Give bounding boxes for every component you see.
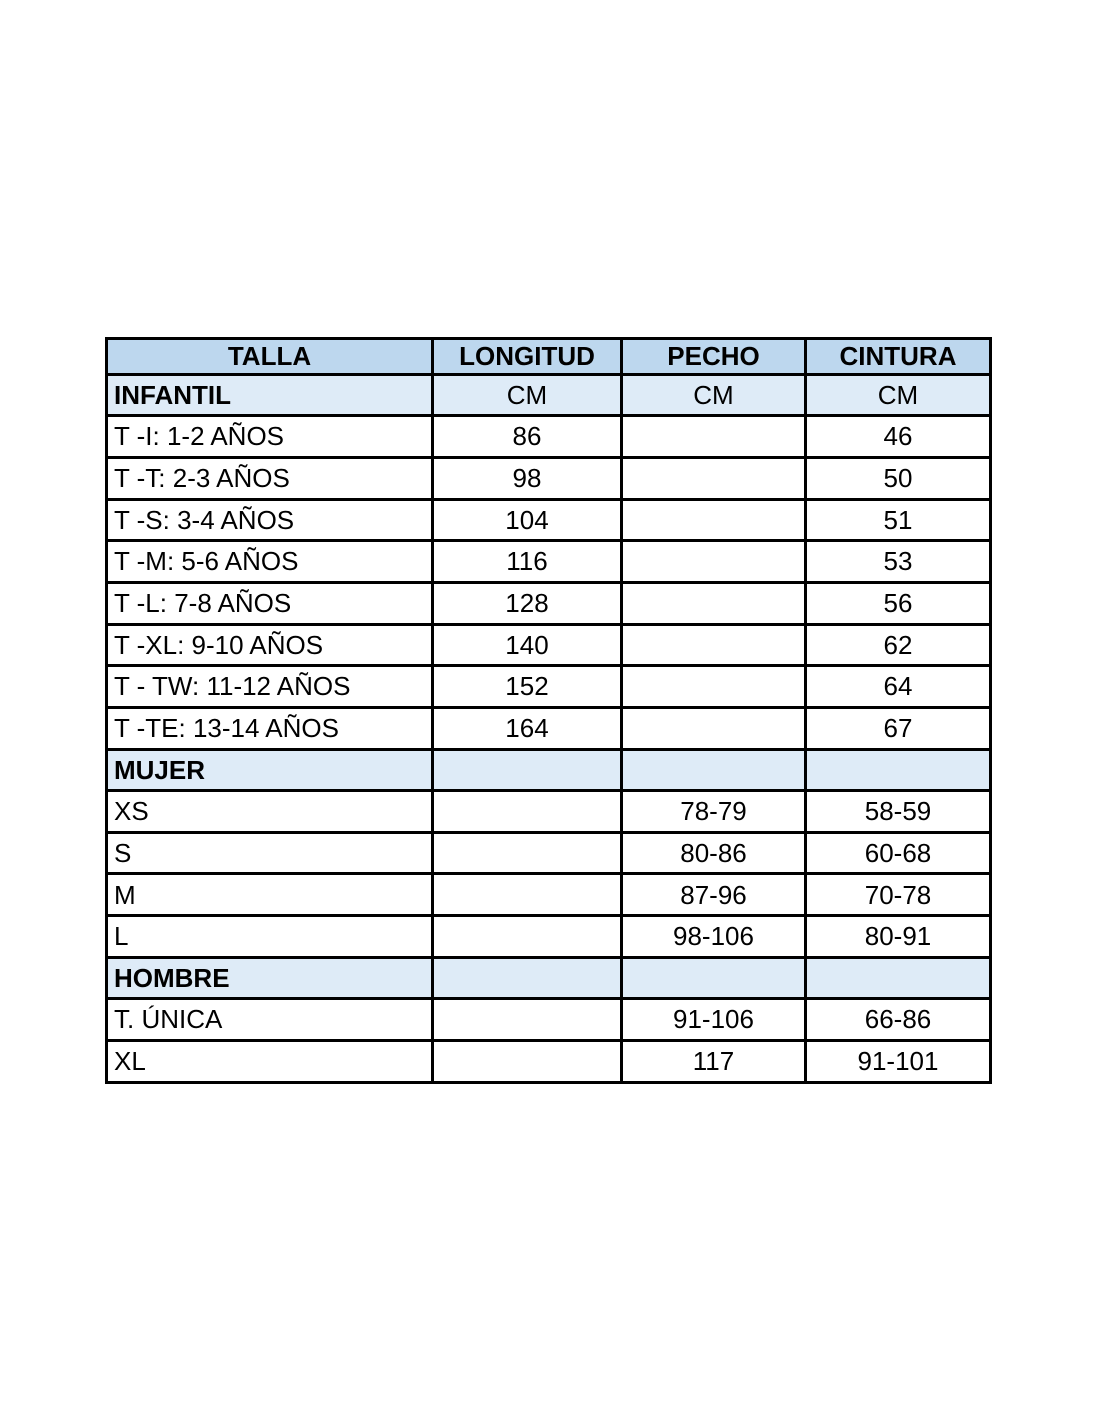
table-row: T -TE: 13-14 AÑOS 164 67 (105, 705, 992, 751)
value-cell: 78-79 (620, 789, 807, 834)
size-label-cell: XL (105, 1039, 434, 1084)
table-row: XS 78-79 58-59 (105, 789, 992, 834)
value-cell (804, 747, 992, 793)
value-cell (620, 580, 807, 626)
value-cell: 87-96 (620, 872, 807, 918)
size-label-cell: T -TE: 13-14 AÑOS (105, 705, 434, 751)
value-cell (431, 955, 623, 1001)
column-header-talla: TALLA (105, 337, 434, 376)
value-cell: 91-101 (804, 1039, 992, 1084)
table-row: T -I: 1-2 AÑOS 86 46 (105, 414, 992, 459)
value-cell: 53 (804, 539, 992, 584)
value-cell: 104 (431, 497, 623, 543)
column-header-longitud: LONGITUD (431, 337, 623, 376)
size-label-cell: T -S: 3-4 AÑOS (105, 497, 434, 543)
value-cell: 50 (804, 455, 992, 501)
size-label-cell: MUJER (105, 747, 434, 793)
value-cell: 66-86 (804, 997, 992, 1043)
value-cell (620, 622, 807, 668)
size-chart-body: INFANTIL CM CM CM T -I: 1-2 AÑOS 86 46 T -T: 2-… (105, 372, 992, 1084)
size-label-cell: L (105, 914, 434, 959)
value-cell: 60-68 (804, 830, 992, 876)
table-row: M 87-96 70-78 (105, 872, 992, 918)
table-row: L 98-106 80-91 (105, 914, 992, 959)
value-cell: CM (431, 372, 623, 418)
table-row: T. ÚNICA 91-106 66-86 (105, 997, 992, 1043)
size-label-cell: XS (105, 789, 434, 834)
table-row: XL 117 91-101 (105, 1039, 992, 1084)
value-cell (620, 455, 807, 501)
size-label-cell: T -I: 1-2 AÑOS (105, 414, 434, 459)
size-chart-table: TALLA LONGITUD PECHO CINTURA INFANTIL CM C… (105, 337, 992, 1084)
value-cell: 117 (620, 1039, 807, 1084)
value-cell: 70-78 (804, 872, 992, 918)
value-cell: 80-91 (804, 914, 992, 959)
value-cell: 80-86 (620, 830, 807, 876)
value-cell: 62 (804, 622, 992, 668)
value-cell (620, 955, 807, 1001)
value-cell: 140 (431, 622, 623, 668)
value-cell: 128 (431, 580, 623, 626)
value-cell (620, 747, 807, 793)
value-cell: 98 (431, 455, 623, 501)
value-cell (431, 1039, 623, 1084)
column-header-cintura: CINTURA (804, 337, 992, 376)
table-row: T - TW: 11-12 AÑOS 152 64 (105, 664, 992, 709)
table-row: T -T: 2-3 AÑOS 98 50 (105, 455, 992, 501)
table-row: T -M: 5-6 AÑOS 116 53 (105, 539, 992, 584)
table-row: T -S: 3-4 AÑOS 104 51 (105, 497, 992, 543)
table-row: T -XL: 9-10 AÑOS 140 62 (105, 622, 992, 668)
value-cell: 64 (804, 664, 992, 709)
value-cell: 98-106 (620, 914, 807, 959)
value-cell (620, 539, 807, 584)
value-cell (620, 497, 807, 543)
column-header-pecho: PECHO (620, 337, 807, 376)
value-cell: CM (620, 372, 807, 418)
value-cell: 51 (804, 497, 992, 543)
value-cell (431, 914, 623, 959)
value-cell: 116 (431, 539, 623, 584)
value-cell (620, 705, 807, 751)
value-cell (804, 955, 992, 1001)
value-cell (620, 414, 807, 459)
size-label-cell: T -M: 5-6 AÑOS (105, 539, 434, 584)
size-label-cell: INFANTIL (105, 372, 434, 418)
value-cell: 152 (431, 664, 623, 709)
table-row: S 80-86 60-68 (105, 830, 992, 876)
value-cell (431, 997, 623, 1043)
value-cell: 56 (804, 580, 992, 626)
section-row: HOMBRE (105, 955, 992, 1001)
value-cell: 58-59 (804, 789, 992, 834)
value-cell: 164 (431, 705, 623, 751)
table-row: T -L: 7-8 AÑOS 128 56 (105, 580, 992, 626)
value-cell: CM (804, 372, 992, 418)
value-cell: 46 (804, 414, 992, 459)
value-cell (431, 830, 623, 876)
value-cell (431, 872, 623, 918)
size-label-cell: S (105, 830, 434, 876)
size-label-cell: HOMBRE (105, 955, 434, 1001)
header-row: TALLA LONGITUD PECHO CINTURA (105, 337, 992, 376)
size-label-cell: T -XL: 9-10 AÑOS (105, 622, 434, 668)
value-cell: 86 (431, 414, 623, 459)
section-row: INFANTIL CM CM CM (105, 372, 992, 418)
size-label-cell: T - TW: 11-12 AÑOS (105, 664, 434, 709)
size-chart-container: TALLA LONGITUD PECHO CINTURA INFANTIL CM C… (105, 337, 992, 1084)
size-label-cell: T -L: 7-8 AÑOS (105, 580, 434, 626)
value-cell (620, 664, 807, 709)
size-label-cell: T. ÚNICA (105, 997, 434, 1043)
value-cell (431, 747, 623, 793)
value-cell: 67 (804, 705, 992, 751)
size-label-cell: M (105, 872, 434, 918)
value-cell (431, 789, 623, 834)
section-row: MUJER (105, 747, 992, 793)
size-label-cell: T -T: 2-3 AÑOS (105, 455, 434, 501)
value-cell: 91-106 (620, 997, 807, 1043)
